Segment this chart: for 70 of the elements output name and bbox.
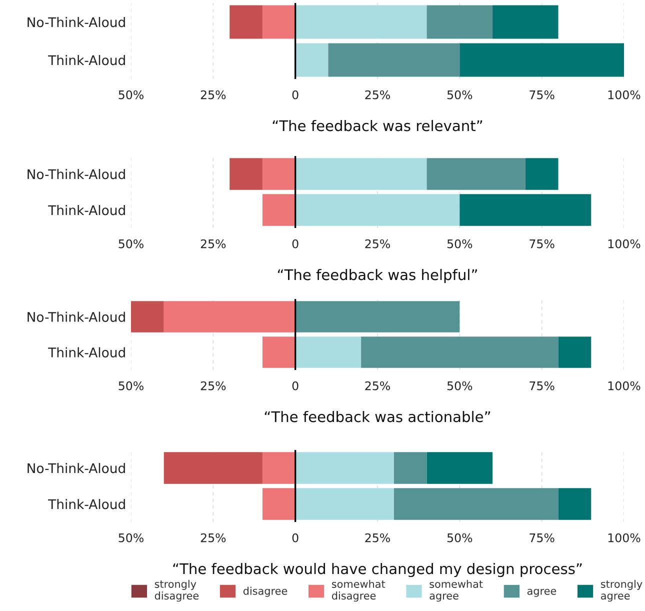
text: “The feedback was relevant” (272, 120, 482, 132)
bar (295, 194, 460, 226)
x-tick-label: 25% (200, 533, 226, 542)
bar (460, 43, 624, 77)
bar (426, 158, 526, 190)
x-tick-label: 25% (200, 381, 226, 390)
bar (460, 194, 592, 226)
y-tick-label: Think-Aloud (48, 347, 125, 358)
bar (394, 488, 558, 520)
x-tick-label: 25% (365, 90, 390, 100)
legend-label: strongly agree (600, 580, 642, 602)
legend-label: strongly disagree (154, 580, 199, 602)
bar (295, 5, 427, 39)
x-tick-label: 50% (118, 90, 144, 100)
bar (426, 452, 493, 484)
x-tick-label: 0 (292, 381, 298, 390)
x-tick-label: 100% (608, 381, 640, 390)
bar (295, 488, 394, 520)
text: “The feedback was actionable” (264, 410, 490, 422)
bar (558, 488, 592, 520)
bar (262, 488, 296, 520)
bar (558, 336, 592, 368)
x-tick-label: 100% (608, 533, 640, 542)
x-tick-label: 75% (530, 533, 554, 542)
bar (295, 301, 460, 332)
x-tick-label: 50% (447, 239, 472, 248)
x-tick-label: 75% (530, 90, 554, 100)
x-tick-label: 50% (118, 533, 144, 542)
y-tick-label: No-Think-Aloud (28, 168, 125, 180)
text: “The feedback would have changed my design process” (173, 562, 582, 578)
bar (525, 158, 558, 190)
legend-label: agree (527, 588, 556, 597)
bar (394, 452, 427, 484)
x-tick-label: 0 (292, 533, 298, 542)
x-tick-label: 50% (447, 90, 472, 100)
x-tick-label: 25% (200, 90, 226, 100)
bar (295, 43, 328, 77)
bar (328, 43, 460, 77)
x-tick-label: 0 (292, 90, 298, 100)
x-tick-label: 100% (608, 239, 640, 248)
y-tick-label: Think-Aloud (48, 54, 125, 66)
legend-label: somewhat agree (430, 580, 483, 602)
bar (295, 336, 362, 368)
x-tick-label: 100% (608, 90, 640, 100)
x-tick-label: 50% (447, 533, 472, 542)
y-tick-label: Think-Aloud (48, 204, 125, 216)
bar (295, 158, 427, 190)
legend-label: disagree (243, 586, 288, 597)
x-tick-label: 25% (365, 533, 390, 542)
y-tick-label: No-Think-Aloud (28, 312, 125, 322)
bar (262, 336, 296, 368)
bar (295, 452, 394, 484)
y-tick-label: No-Think-Aloud (28, 462, 125, 474)
x-tick-label: 50% (118, 239, 144, 248)
text: “The feedback was helpful” (278, 268, 477, 284)
bar (492, 5, 558, 39)
x-tick-label: 25% (365, 381, 390, 390)
x-tick-label: 0 (292, 239, 298, 248)
x-tick-label: 25% (365, 239, 390, 248)
x-tick-label: 50% (118, 381, 144, 390)
x-tick-label: 50% (447, 381, 472, 390)
x-tick-label: 25% (200, 239, 226, 248)
bar (262, 194, 296, 226)
legend-label: somewhat disagree (332, 580, 386, 602)
bar (426, 5, 493, 39)
y-tick-label: No-Think-Aloud (28, 16, 125, 28)
bar (361, 336, 558, 368)
y-tick-label: Think-Aloud (48, 498, 125, 510)
x-tick-label: 75% (530, 239, 554, 248)
x-tick-label: 75% (530, 381, 554, 390)
